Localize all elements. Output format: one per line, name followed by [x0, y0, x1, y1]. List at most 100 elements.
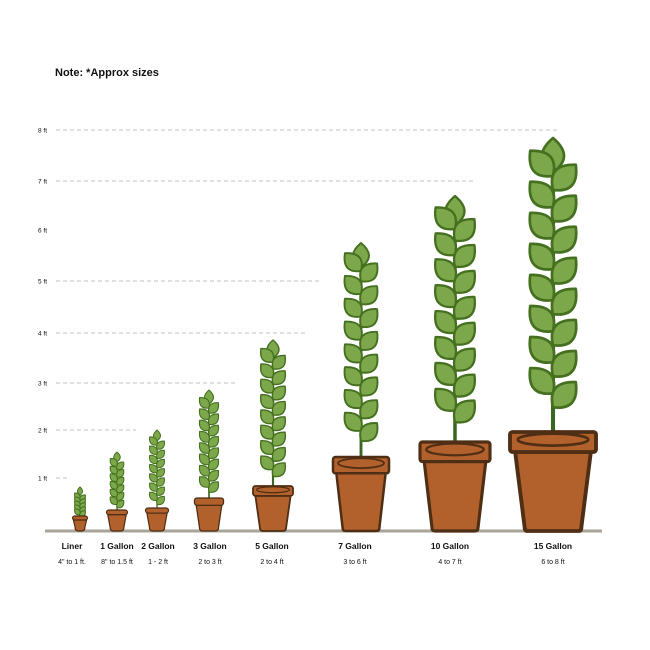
- leaf-right: [452, 217, 477, 243]
- leaf-left: [259, 393, 275, 409]
- leaf-left: [259, 455, 275, 471]
- leaf-right: [359, 376, 379, 397]
- foliage: [528, 136, 578, 410]
- pot: [144, 507, 170, 532]
- leaf-left: [433, 284, 458, 309]
- pot-opening: [337, 457, 385, 469]
- leaf-left: [259, 409, 275, 425]
- foliage: [109, 451, 125, 509]
- leaf-left: [198, 397, 210, 409]
- approx-sizes-note: Note: *Approx sizes: [55, 67, 159, 79]
- leaf-right: [156, 486, 165, 496]
- leaf-right: [208, 447, 220, 459]
- y-axis-tick-label: 1 ft: [38, 475, 47, 482]
- leaf-left: [528, 366, 556, 396]
- leaf-right: [452, 269, 477, 294]
- pot: [193, 497, 225, 532]
- top-leaf: [77, 486, 83, 496]
- leaf-left: [74, 508, 81, 516]
- pot-size-label: 7 Gallon: [338, 541, 372, 551]
- leaf-left: [343, 320, 363, 341]
- leaf-left: [259, 378, 275, 394]
- leaf-right: [271, 385, 287, 401]
- leaf-right: [208, 458, 220, 471]
- leaf-right: [550, 287, 578, 316]
- leaf-left: [109, 481, 118, 490]
- height-range-label: 2 to 3 ft: [198, 559, 221, 566]
- leaf-right: [116, 499, 125, 509]
- pot-body: [146, 512, 168, 532]
- leaf-right: [359, 285, 379, 306]
- leaf-right: [550, 318, 578, 347]
- plant-2-gallon: [144, 429, 170, 532]
- leaf-right: [156, 449, 165, 459]
- leaf-left: [528, 273, 556, 302]
- pot: [331, 455, 391, 533]
- leaf-left: [198, 430, 210, 443]
- foliage: [259, 339, 287, 478]
- leaf-right: [359, 330, 379, 351]
- leaf-right: [156, 477, 165, 487]
- pot-opening: [425, 442, 485, 457]
- leaf-left: [149, 482, 158, 492]
- leaf-left: [528, 211, 556, 240]
- leaf-right: [208, 413, 220, 426]
- pot-rim: [331, 455, 391, 475]
- plant-7-gallon: [331, 242, 391, 533]
- pot-rim: [71, 515, 89, 521]
- leaf-right: [550, 194, 578, 223]
- leaf-right: [452, 321, 477, 346]
- leaf-right: [208, 481, 220, 493]
- leaf-left: [109, 458, 118, 467]
- leaf-left: [433, 232, 458, 257]
- pot-body: [195, 504, 223, 532]
- y-axis-tick-label: 4 ft: [38, 330, 47, 337]
- pot-body: [422, 460, 488, 533]
- height-range-label: 2 to 4 ft: [260, 559, 283, 566]
- pot: [508, 430, 598, 533]
- height-range-label: 4" to 1 ft.: [58, 559, 86, 566]
- leaf-right: [359, 262, 379, 283]
- pot-size-label: 15 Gallon: [534, 541, 572, 551]
- pot-opening: [516, 432, 590, 447]
- y-axis-tick-label: 2 ft: [38, 427, 47, 434]
- leaf-left: [343, 411, 363, 432]
- leaf-left: [528, 242, 556, 271]
- leaf-left: [149, 473, 158, 483]
- leaf-left: [343, 366, 363, 387]
- leaf-right: [116, 476, 125, 486]
- height-range-label: 1 - 2 ft: [148, 559, 168, 566]
- leaf-right: [208, 402, 220, 414]
- leaf-left: [149, 491, 158, 501]
- leaf-left: [343, 389, 363, 410]
- leaf-right: [271, 416, 287, 432]
- y-axis-tick-label: 3 ft: [38, 380, 47, 387]
- leaf-right: [208, 436, 220, 448]
- leaf-left: [149, 436, 158, 446]
- leaf-right: [452, 295, 477, 320]
- pot-size-label: 1 Gallon: [100, 541, 134, 551]
- leaf-left: [259, 440, 275, 456]
- y-axis-tick-label: 5 ft: [38, 278, 47, 285]
- leaf-right: [452, 399, 477, 424]
- leaf-right: [271, 400, 287, 416]
- leaf-left: [528, 335, 556, 364]
- foliage: [433, 194, 477, 424]
- leaf-right: [116, 461, 125, 471]
- leaf-left: [433, 335, 458, 361]
- leaf-right: [452, 243, 477, 269]
- leaf-right: [208, 469, 220, 482]
- leaf-left: [149, 454, 158, 465]
- pot-body: [107, 514, 127, 532]
- pot: [418, 440, 492, 533]
- leaf-right: [156, 458, 165, 469]
- height-range-label: 3 to 6 ft: [343, 559, 366, 566]
- pot: [252, 485, 294, 532]
- pot-rim: [508, 430, 598, 454]
- pot-rim: [193, 497, 225, 506]
- leaf-right: [359, 399, 379, 420]
- leaf-right: [208, 424, 220, 437]
- foliage: [74, 486, 86, 518]
- leaf-right: [359, 308, 379, 329]
- leaf-left: [198, 476, 210, 488]
